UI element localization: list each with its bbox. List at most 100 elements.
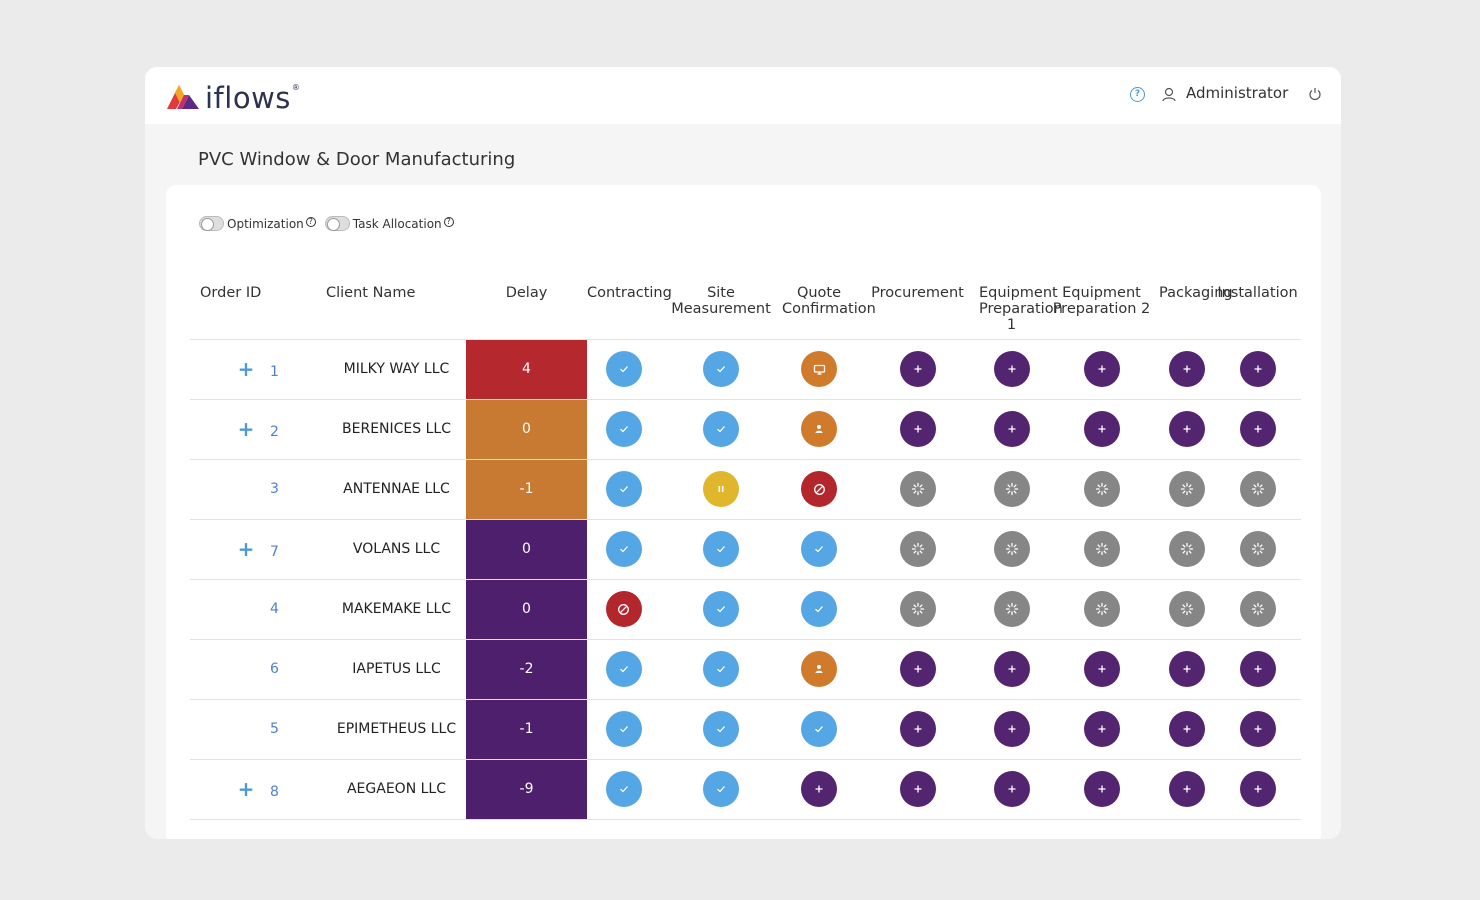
spinner-icon[interactable] xyxy=(993,531,1030,567)
plus-icon[interactable] xyxy=(993,351,1030,387)
spinner-icon[interactable] xyxy=(993,471,1030,507)
table-row[interactable]: 5 EPIMETHEUS LLC -1 xyxy=(190,699,1301,760)
blocked-icon[interactable] xyxy=(605,591,642,627)
order-id-link[interactable]: 3 xyxy=(270,481,279,497)
spinner-icon[interactable] xyxy=(1168,591,1205,627)
table-row[interactable]: 3 ANTENNAE LLC -1 xyxy=(190,459,1301,520)
check-icon[interactable] xyxy=(703,351,739,387)
expand-row-icon[interactable]: + xyxy=(237,357,255,381)
stage-cell-equipment-preparation-2 xyxy=(1044,339,1159,400)
plus-icon[interactable] xyxy=(1083,351,1120,387)
person-icon[interactable] xyxy=(801,411,837,447)
check-icon[interactable] xyxy=(801,711,837,747)
person-icon[interactable] xyxy=(801,651,837,687)
plus-icon[interactable] xyxy=(1168,711,1205,747)
table-row[interactable]: +2 BERENICES LLC 0 xyxy=(190,399,1301,460)
col-client-name[interactable]: Client Name xyxy=(315,279,466,340)
plus-icon[interactable] xyxy=(899,711,936,747)
check-icon[interactable] xyxy=(703,531,739,567)
order-id-link[interactable]: 8 xyxy=(270,784,279,800)
plus-icon[interactable] xyxy=(1168,411,1205,447)
check-icon[interactable] xyxy=(605,471,642,507)
col-order-id[interactable]: Order ID xyxy=(190,279,315,340)
check-icon[interactable] xyxy=(605,531,642,567)
stage-cell-equipment-preparation-1 xyxy=(979,699,1044,760)
col-delay[interactable]: Delay xyxy=(466,279,587,340)
stage-cell-procurement xyxy=(856,519,979,580)
task-allocation-toggle[interactable] xyxy=(324,216,350,231)
check-icon[interactable] xyxy=(703,411,739,447)
spinner-icon[interactable] xyxy=(899,531,936,567)
check-icon[interactable] xyxy=(703,711,739,747)
expand-row-icon[interactable]: + xyxy=(237,537,255,561)
spinner-icon[interactable] xyxy=(1239,531,1276,567)
plus-icon[interactable] xyxy=(1239,651,1276,687)
check-icon[interactable] xyxy=(703,591,739,627)
plus-icon[interactable] xyxy=(1083,771,1120,807)
stage-cell-equipment-preparation-2 xyxy=(1044,399,1159,460)
table-row[interactable]: +1 MILKY WAY LLC 4 xyxy=(190,339,1301,400)
app-logo[interactable]: iflows ® xyxy=(165,79,300,117)
order-id-link[interactable]: 4 xyxy=(270,601,279,617)
table-row[interactable]: +7 VOLANS LLC 0 xyxy=(190,519,1301,580)
order-id-cell: +8 xyxy=(190,759,315,820)
blocked-icon[interactable] xyxy=(801,471,837,507)
optimization-help-icon[interactable]: ? xyxy=(305,216,316,227)
order-id-link[interactable]: 7 xyxy=(270,544,279,560)
plus-icon[interactable] xyxy=(1083,411,1120,447)
user-menu[interactable]: Administrator xyxy=(1186,84,1289,102)
plus-icon[interactable] xyxy=(993,771,1030,807)
plus-icon[interactable] xyxy=(1168,351,1205,387)
check-icon[interactable] xyxy=(703,651,739,687)
spinner-icon[interactable] xyxy=(993,591,1030,627)
spinner-icon[interactable] xyxy=(1083,591,1120,627)
optimization-toggle[interactable] xyxy=(199,216,224,231)
plus-icon[interactable] xyxy=(993,651,1030,687)
plus-icon[interactable] xyxy=(993,411,1030,447)
expand-row-icon[interactable]: + xyxy=(237,417,255,441)
plus-icon[interactable] xyxy=(1083,711,1120,747)
spinner-icon[interactable] xyxy=(1083,531,1120,567)
monitor-icon[interactable] xyxy=(801,351,837,387)
check-icon[interactable] xyxy=(605,711,642,747)
spinner-icon[interactable] xyxy=(899,471,936,507)
plus-icon[interactable] xyxy=(1168,651,1205,687)
table-row[interactable]: +8 AEGAEON LLC -9 xyxy=(190,759,1301,820)
spinner-icon[interactable] xyxy=(1083,471,1120,507)
order-id-link[interactable]: 6 xyxy=(270,661,279,677)
plus-icon[interactable] xyxy=(1239,351,1276,387)
help-icon[interactable]: ? xyxy=(1130,87,1145,102)
spinner-icon[interactable] xyxy=(1239,591,1276,627)
spinner-icon[interactable] xyxy=(899,591,936,627)
order-id-link[interactable]: 1 xyxy=(270,364,279,380)
plus-icon[interactable] xyxy=(899,351,936,387)
task-allocation-help-icon[interactable]: ? xyxy=(443,216,454,227)
table-row[interactable]: 6 IAPETUS LLC -2 xyxy=(190,639,1301,700)
check-icon[interactable] xyxy=(605,411,642,447)
spinner-icon[interactable] xyxy=(1168,471,1205,507)
plus-icon[interactable] xyxy=(993,711,1030,747)
check-icon[interactable] xyxy=(605,771,642,807)
plus-icon[interactable] xyxy=(899,651,936,687)
check-icon[interactable] xyxy=(605,351,642,387)
plus-icon[interactable] xyxy=(1083,651,1120,687)
check-icon[interactable] xyxy=(703,771,739,807)
check-icon[interactable] xyxy=(605,651,642,687)
plus-icon[interactable] xyxy=(1239,411,1276,447)
expand-row-icon[interactable]: + xyxy=(237,777,255,801)
plus-icon[interactable] xyxy=(899,411,936,447)
power-icon[interactable] xyxy=(1308,87,1322,101)
spinner-icon[interactable] xyxy=(1239,471,1276,507)
table-row[interactable]: 4 MAKEMAKE LLC 0 xyxy=(190,579,1301,640)
plus-icon[interactable] xyxy=(801,771,837,807)
order-id-link[interactable]: 2 xyxy=(270,424,279,440)
spinner-icon[interactable] xyxy=(1168,531,1205,567)
plus-icon[interactable] xyxy=(1239,771,1276,807)
plus-icon[interactable] xyxy=(1168,771,1205,807)
plus-icon[interactable] xyxy=(899,771,936,807)
order-id-link[interactable]: 5 xyxy=(270,721,279,737)
check-icon[interactable] xyxy=(801,591,837,627)
plus-icon[interactable] xyxy=(1239,711,1276,747)
check-icon[interactable] xyxy=(801,531,837,567)
pause-icon[interactable] xyxy=(703,471,739,507)
